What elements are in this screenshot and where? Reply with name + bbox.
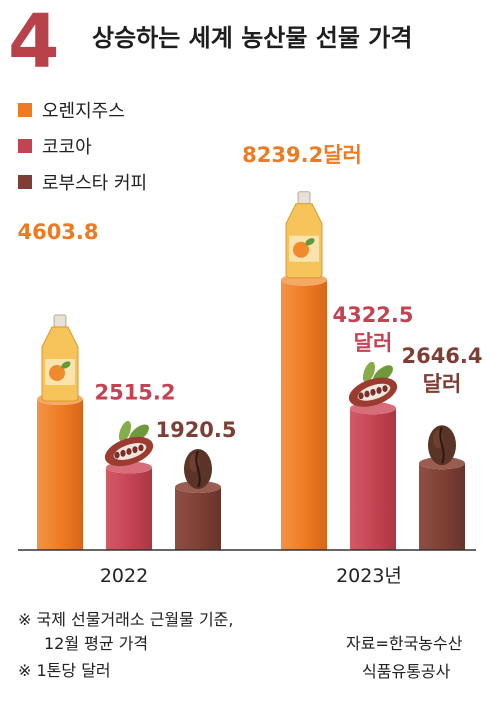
data-label-0-0: 4603.8 — [17, 220, 98, 244]
legend-label-robusta-coffee: 로부스타 커피 — [42, 173, 148, 194]
bar-1-0 — [106, 467, 152, 550]
legend-item-cocoa: 코코아 — [18, 128, 147, 164]
legend-item-orange-juice: 오렌지주스 — [18, 92, 147, 128]
footnote-basis: ※ 국제 선물거래소 근월물 기준, — [18, 610, 234, 629]
legend-label-cocoa: 코코아 — [42, 137, 92, 158]
legend: 오렌지주스 코코아 로부스타 커피 — [18, 92, 147, 200]
source-line-1: 자료=한국농수산 — [346, 634, 463, 653]
legend-label-orange-juice: 오렌지주스 — [42, 101, 125, 122]
x-tick-label-0: 2022 — [100, 565, 148, 587]
chart-title: 상승하는 세계 농산물 선물 가격 — [92, 24, 413, 52]
footnote-period: 12월 평균 가격 — [44, 634, 149, 653]
juice-bottle-icon-1 — [285, 191, 323, 279]
rank-number: 4 — [8, 0, 60, 85]
legend-swatch-robusta-coffee — [18, 175, 32, 189]
bar-0-0 — [37, 398, 83, 550]
legend-swatch-cocoa — [18, 139, 32, 153]
cocoa-pod-icon-1 — [348, 361, 398, 407]
data-label-0-1: 8239.2달러 — [242, 143, 362, 167]
cocoa-pod-icon-0 — [104, 421, 154, 467]
bar-0-1 — [281, 279, 327, 550]
x-tick-label-1: 2023년 — [336, 565, 402, 587]
data-label-1-1: 4322.5 달러 — [332, 303, 413, 355]
coffee-bean-icon-1 — [428, 425, 456, 466]
legend-swatch-orange-juice — [18, 103, 32, 117]
bar-2-0 — [175, 487, 221, 550]
bar-2-1 — [419, 463, 465, 550]
juice-bottle-icon-0 — [41, 314, 79, 402]
footnote-unit: ※ 1톤당 달러 — [18, 661, 111, 680]
data-label-2-0: 1920.5 — [155, 418, 236, 442]
coffee-bean-icon-0 — [184, 449, 212, 490]
data-label-2-1: 2646.4 달러 — [401, 344, 482, 396]
data-label-1-0: 2515.2 — [94, 381, 175, 405]
bar-1-1 — [350, 408, 396, 550]
legend-item-robusta-coffee: 로부스타 커피 — [18, 164, 147, 200]
source-line-2: 식품유통공사 — [362, 662, 451, 681]
